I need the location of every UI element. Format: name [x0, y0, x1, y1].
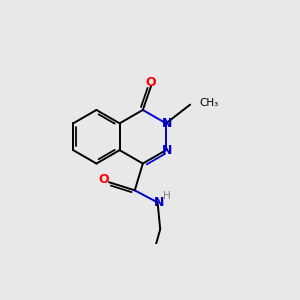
Text: CH₃: CH₃: [200, 98, 219, 108]
Text: N: N: [162, 117, 172, 130]
Text: N: N: [154, 196, 164, 209]
Text: H: H: [163, 191, 171, 201]
Text: N: N: [162, 144, 172, 157]
Text: O: O: [146, 76, 156, 89]
Text: O: O: [99, 173, 109, 186]
